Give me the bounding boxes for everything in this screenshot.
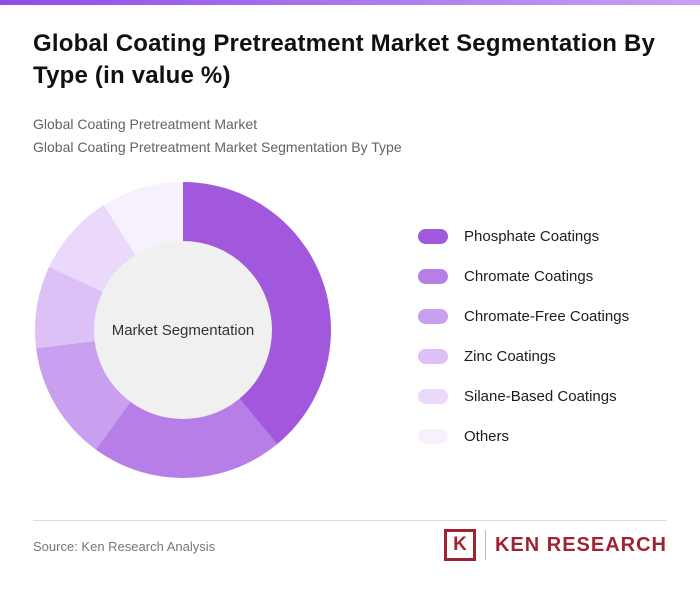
legend-label: Chromate-Free Coatings xyxy=(464,308,630,325)
donut-center: Market Segmentation xyxy=(94,241,272,419)
legend-swatch xyxy=(418,389,448,404)
logo-k-icon: K xyxy=(443,529,476,561)
legend-label: Silane-Based Coatings xyxy=(464,388,617,405)
accent-top-bar xyxy=(0,0,700,5)
legend-item: Phosphate Coatings xyxy=(418,228,629,245)
logo-separator xyxy=(484,530,486,560)
legend-label: Chromate Coatings xyxy=(464,268,594,285)
legend-swatch xyxy=(418,349,448,364)
brand-name: KEN RESEARCH xyxy=(494,533,667,556)
donut-chart-area: Market Segmentation Phosphate Coatings Ch… xyxy=(0,180,700,480)
legend-label: Others xyxy=(464,428,510,445)
footer-divider xyxy=(33,520,667,521)
legend-swatch xyxy=(418,229,448,244)
legend-swatch xyxy=(418,309,448,324)
legend-item: Zinc Coatings xyxy=(418,348,629,365)
ken-research-logo: K KEN RESEARCH xyxy=(443,529,667,561)
legend-label: Phosphate Coatings xyxy=(464,228,600,245)
source-text: Source: Ken Research Analysis xyxy=(33,539,216,554)
legend-item: Chromate Coatings xyxy=(418,268,629,285)
logo-letter: K xyxy=(453,534,467,555)
donut-chart: Market Segmentation xyxy=(35,182,331,478)
legend-item: Chromate-Free Coatings xyxy=(418,308,629,325)
chart-legend: Phosphate Coatings Chromate Coatings Chrom… xyxy=(418,228,629,445)
legend-label: Zinc Coatings xyxy=(464,348,556,365)
legend-swatch xyxy=(418,269,448,284)
donut-center-label: Market Segmentation xyxy=(111,321,255,339)
legend-item: Others xyxy=(418,428,629,445)
legend-item: Silane-Based Coatings xyxy=(418,388,629,405)
subtitle-market: Global Coating Pretreatment Market xyxy=(33,116,258,132)
subtitle-block: Global Coating Pretreatment Market Globa… xyxy=(33,113,402,159)
page-title: Global Coating Pretreatment Market Segme… xyxy=(33,30,656,89)
legend-swatch xyxy=(418,429,448,444)
subtitle-segmentation: Global Coating Pretreatment Market Segme… xyxy=(33,139,402,156)
